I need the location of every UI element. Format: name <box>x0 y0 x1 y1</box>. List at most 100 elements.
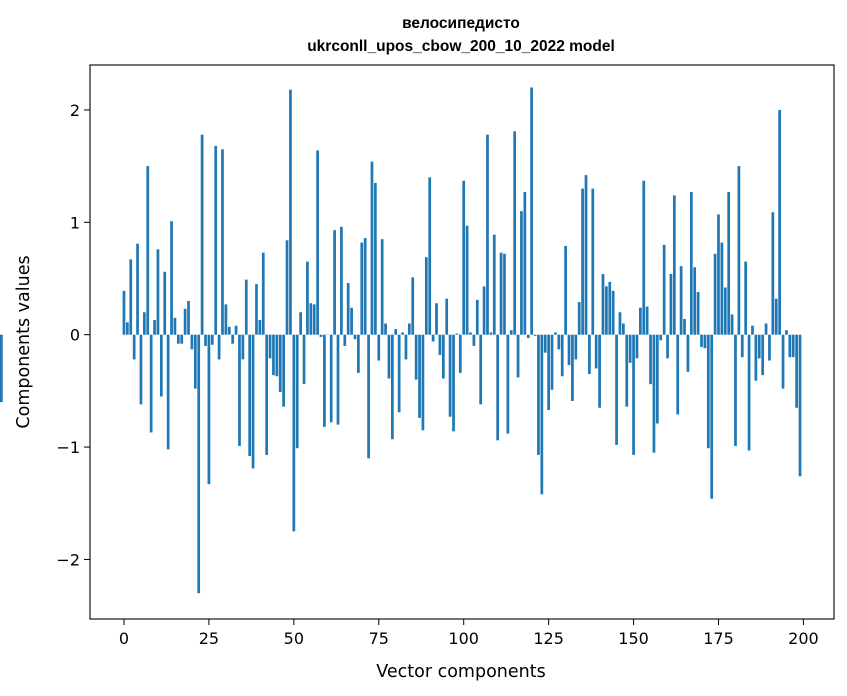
bar <box>350 307 353 335</box>
x-axis-ticks: 0 25 50 75 100 125 150 175 200 <box>119 619 819 648</box>
bar <box>302 334 306 385</box>
chart-title: велосипедисто <box>402 15 520 32</box>
x-tick-label: 0 <box>119 629 129 648</box>
bar <box>751 325 754 335</box>
bar <box>149 334 153 433</box>
bar <box>438 334 442 355</box>
bar <box>662 244 666 335</box>
bar <box>448 334 452 417</box>
bar <box>370 161 374 335</box>
bar <box>601 274 605 335</box>
bar <box>126 322 129 335</box>
bar <box>492 234 496 335</box>
bar <box>506 334 510 434</box>
bar <box>649 334 652 385</box>
bar <box>591 188 595 335</box>
bar <box>139 334 143 405</box>
bar <box>207 334 211 485</box>
bar <box>204 334 207 346</box>
bar <box>754 334 758 381</box>
bar <box>540 334 544 495</box>
x-tick-label: 175 <box>703 629 734 648</box>
bar <box>496 334 500 441</box>
bar <box>642 180 646 335</box>
bar <box>357 334 360 373</box>
bar <box>458 334 462 373</box>
plot-frame <box>89 64 835 620</box>
bar <box>581 188 584 335</box>
bar <box>278 334 282 393</box>
bar <box>299 312 302 335</box>
bar <box>391 334 394 440</box>
bar <box>666 334 669 359</box>
bar <box>316 150 319 335</box>
bar <box>479 334 483 405</box>
x-tick-label: 50 <box>284 629 304 648</box>
x-tick-label: 150 <box>618 629 649 648</box>
bar <box>197 334 201 594</box>
bar <box>374 182 377 335</box>
bar <box>537 334 540 455</box>
bar <box>397 334 401 413</box>
bar <box>554 332 557 335</box>
bar <box>717 214 720 335</box>
bar <box>747 334 751 451</box>
bar <box>255 284 258 335</box>
bar <box>261 252 265 335</box>
bar <box>788 334 792 358</box>
bar <box>605 286 608 335</box>
bar <box>163 271 167 335</box>
bar <box>428 177 432 335</box>
bar <box>363 238 367 335</box>
bar <box>574 334 578 360</box>
bar <box>360 242 364 335</box>
bar <box>652 334 656 453</box>
bar <box>486 134 489 335</box>
bar <box>156 249 160 335</box>
bar <box>795 334 798 408</box>
bar <box>679 266 683 335</box>
bar <box>136 243 139 335</box>
bar <box>594 334 598 369</box>
bar <box>533 334 537 336</box>
bar <box>377 334 381 361</box>
bar <box>764 323 768 335</box>
bar <box>452 334 455 432</box>
y-tick-label: 0 <box>70 326 80 345</box>
bar <box>567 334 571 366</box>
bar <box>129 259 133 335</box>
bar <box>180 334 184 344</box>
bar <box>672 195 676 335</box>
bar <box>0 334 3 403</box>
bar <box>645 306 649 335</box>
bar <box>489 332 493 335</box>
y-axis-label: Components values <box>14 255 34 428</box>
bar <box>720 242 724 335</box>
bar <box>295 334 299 449</box>
bar <box>455 333 459 335</box>
bar <box>547 334 550 410</box>
bar <box>424 257 428 335</box>
y-tick-label: −2 <box>56 550 80 569</box>
bar <box>669 274 673 335</box>
bar <box>404 334 408 360</box>
bar <box>757 334 761 359</box>
bar <box>781 334 785 389</box>
bar <box>713 253 717 335</box>
bar <box>791 334 795 358</box>
bar <box>272 334 275 376</box>
bar <box>462 180 466 335</box>
bar <box>557 334 561 350</box>
bar <box>730 314 734 335</box>
bar <box>632 334 635 455</box>
bar <box>353 334 357 340</box>
bar <box>475 299 479 335</box>
bar <box>268 334 272 359</box>
bar <box>774 298 778 335</box>
bars-group <box>0 87 802 594</box>
bar <box>265 334 269 455</box>
bar <box>622 323 625 335</box>
bar <box>380 239 384 335</box>
y-tick-label: 2 <box>70 101 80 120</box>
